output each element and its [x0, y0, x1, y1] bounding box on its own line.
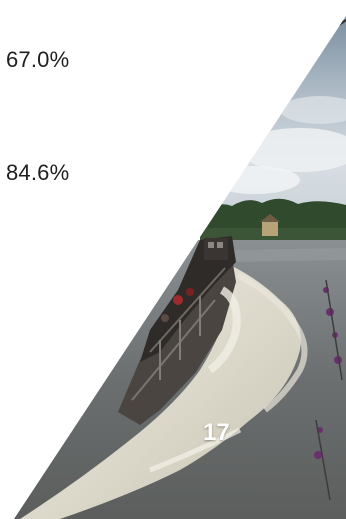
- stat-value-1: 67.0%: [6, 47, 70, 72]
- stat-value-2: 84.6%: [6, 160, 70, 185]
- slide-number: 17: [203, 419, 230, 446]
